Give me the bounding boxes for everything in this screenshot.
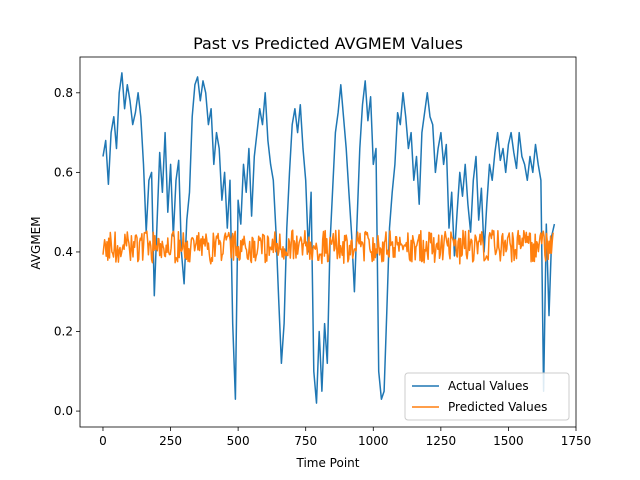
x-tick-label: 1750 xyxy=(561,434,592,448)
x-tick-label: 1500 xyxy=(493,434,524,448)
legend-box xyxy=(404,372,570,421)
x-tick-label: 250 xyxy=(159,434,182,448)
plot-area xyxy=(102,72,556,404)
x-tick-label: 0 xyxy=(99,434,107,448)
legend-label: Actual Values xyxy=(448,379,529,393)
legend-label: Predicted Values xyxy=(448,400,547,414)
y-tick-label: 0.2 xyxy=(54,325,73,339)
y-axis-label: AVGMEM xyxy=(29,216,43,269)
y-tick-label: 0.4 xyxy=(54,245,73,259)
x-tick-label: 1000 xyxy=(358,434,389,448)
legend: Actual Values Predicted Values xyxy=(404,372,570,421)
x-tick-label: 500 xyxy=(227,434,250,448)
y-tick-label: 0.8 xyxy=(54,86,73,100)
chart-title: Past vs Predicted AVGMEM Values xyxy=(193,34,463,53)
x-axis-label: Time Point xyxy=(296,456,360,470)
x-tick-label: 750 xyxy=(294,434,317,448)
plot-frame xyxy=(79,56,577,428)
series-line-predicted-values xyxy=(102,229,554,265)
y-tick-label: 0.6 xyxy=(54,165,73,179)
x-tick-label: 1250 xyxy=(426,434,457,448)
y-tick-label: 0.0 xyxy=(54,404,73,418)
series-line-actual-values xyxy=(102,72,556,404)
axes: 0 250 500 750 1000 1250 1500 1750 0.0 0.2 0.4 0.6 0.… xyxy=(54,56,592,448)
